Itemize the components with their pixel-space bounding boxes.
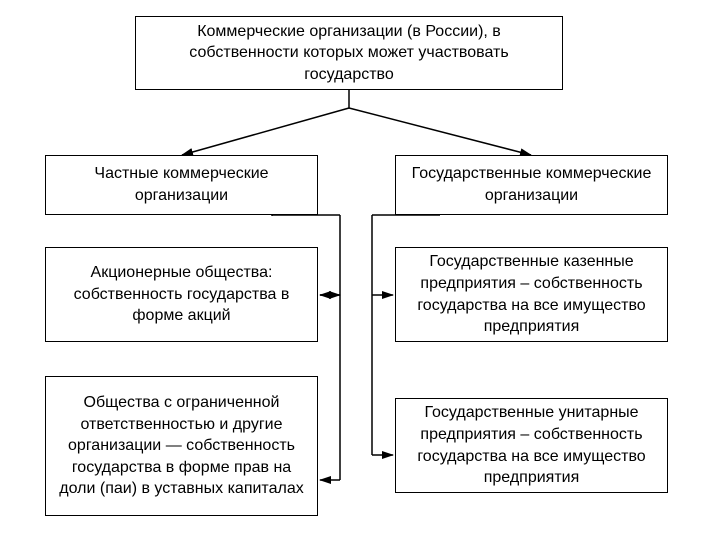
node-right2-text: Государственные казенные предприятия – с… [408,251,655,337]
node-left1-text: Частные коммерческие организации [58,163,305,206]
node-right1: Государственные коммерческие организации [395,155,668,215]
node-right3: Государственные унитарные предприятия – … [395,398,668,493]
node-left3-text: Общества с ограниченной ответственностью… [58,392,305,500]
node-right1-text: Государственные коммерческие организации [408,163,655,206]
diagram-canvas: Коммерческие организации (в России), в с… [0,0,703,541]
node-right3-text: Государственные унитарные предприятия – … [408,402,655,488]
node-left2: Акционерные общества: собственность госу… [45,247,318,342]
node-root-text: Коммерческие организации (в России), в с… [148,21,550,86]
node-left2-text: Акционерные общества: собственность госу… [58,262,305,327]
node-left3: Общества с ограниченной ответственностью… [45,376,318,516]
node-left1: Частные коммерческие организации [45,155,318,215]
node-right2: Государственные казенные предприятия – с… [395,247,668,342]
node-root: Коммерческие организации (в России), в с… [135,16,563,90]
